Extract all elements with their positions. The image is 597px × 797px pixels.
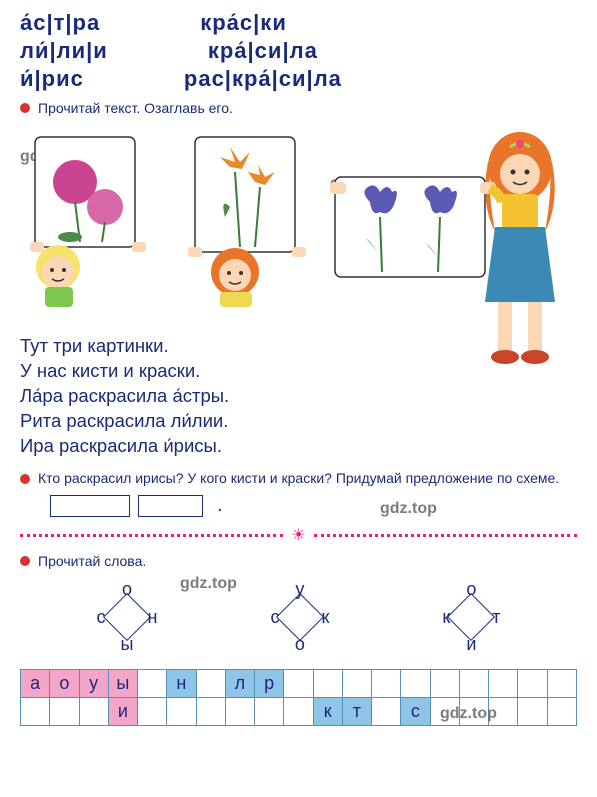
- task-line: Прочитай текст. Озаглавь его.: [20, 100, 577, 116]
- table-cell: [284, 698, 313, 726]
- schema-box: [138, 495, 203, 517]
- table-cell: [518, 698, 547, 726]
- sun-icon: ☀: [291, 525, 305, 545]
- reading-line: Ла́ра раскрасила а́стры.: [20, 384, 320, 409]
- bullet-icon: [20, 556, 30, 566]
- letter-table: а о у ы н л р и к т с: [20, 669, 577, 726]
- syllable-word: и́|рис: [20, 66, 84, 92]
- table-cell: [138, 670, 167, 698]
- table-cell: [430, 670, 459, 698]
- table-cell: [372, 698, 401, 726]
- table-cell: [547, 670, 577, 698]
- bullet-icon: [20, 103, 30, 113]
- table-cell: о: [50, 670, 79, 698]
- diamond-shape: [276, 593, 324, 641]
- child-illustration: [330, 122, 580, 382]
- sentence-schema: .: [50, 494, 577, 517]
- table-cell: [167, 698, 196, 726]
- syllable-word: кра́с|ки: [200, 10, 287, 36]
- table-cell: [342, 670, 371, 698]
- table-cell: с: [401, 698, 430, 726]
- task-text: Прочитай слова.: [38, 553, 146, 569]
- table-cell: н: [167, 670, 196, 698]
- task-text: Кто раскрасил ирисы? У кого кисти и крас…: [38, 469, 559, 489]
- table-cell: [430, 698, 459, 726]
- table-row: а о у ы н л р: [21, 670, 577, 698]
- reading-line: Тут три картинки.: [20, 334, 320, 359]
- table-cell: [401, 670, 430, 698]
- table-cell: [284, 670, 313, 698]
- child-illustration: [20, 127, 180, 307]
- reading-line: У нас кисти и краски.: [20, 359, 320, 384]
- illustration: [20, 122, 577, 332]
- table-cell: ы: [108, 670, 137, 698]
- table-cell: [518, 670, 547, 698]
- table-cell: [255, 698, 284, 726]
- diamond-unit: о с н ы: [97, 579, 158, 655]
- child-illustration: [170, 127, 330, 307]
- table-cell: и: [108, 698, 137, 726]
- diamond-unit: у с к о: [270, 579, 329, 655]
- table-cell: [196, 670, 225, 698]
- reading-line: Ира раскрасила и́рисы.: [20, 434, 320, 459]
- table-cell: [547, 698, 577, 726]
- table-row: и к т с: [21, 698, 577, 726]
- reading-line: Рита раскрасила ли́лии.: [20, 409, 320, 434]
- table-cell: [459, 670, 488, 698]
- syllable-word: кра́|си|ла: [208, 38, 318, 64]
- table-cell: у: [79, 670, 108, 698]
- table-cell: [372, 670, 401, 698]
- diamond-unit: о к т и: [442, 579, 500, 655]
- section-divider: ☀: [20, 525, 577, 545]
- table-cell: [196, 698, 225, 726]
- table-cell: [489, 670, 518, 698]
- syllable-word: рас|кра́|си|ла: [184, 66, 342, 92]
- table-cell: [50, 698, 79, 726]
- diamond-words: о с н ы у с к о о к т и: [40, 579, 557, 655]
- table-cell: к: [313, 698, 342, 726]
- diamond-shape: [102, 593, 150, 641]
- table-cell: [21, 698, 50, 726]
- table-cell: р: [255, 670, 284, 698]
- bullet-icon: [20, 474, 30, 484]
- table-cell: л: [225, 670, 254, 698]
- syllable-word: а́с|т|ра: [20, 10, 100, 36]
- table-cell: [489, 698, 518, 726]
- task-line: Кто раскрасил ирисы? У кого кисти и крас…: [20, 469, 577, 489]
- table-cell: [459, 698, 488, 726]
- syllable-word: ли́|ли|и: [20, 38, 108, 64]
- task-line: Прочитай слова.: [20, 553, 577, 569]
- table-cell: а: [21, 670, 50, 698]
- table-cell: [225, 698, 254, 726]
- reading-text: Тут три картинки. У нас кисти и краски. …: [20, 334, 320, 459]
- syllable-section: а́с|т|ра кра́с|ки ли́|ли|и кра́|си|ла и́…: [20, 10, 577, 92]
- table-cell: [313, 670, 342, 698]
- table-cell: [138, 698, 167, 726]
- schema-period: .: [217, 494, 223, 517]
- table-cell: т: [342, 698, 371, 726]
- diamond-shape: [447, 593, 495, 641]
- task-text: Прочитай текст. Озаглавь его.: [38, 100, 233, 116]
- table-cell: [79, 698, 108, 726]
- schema-box: [50, 495, 130, 517]
